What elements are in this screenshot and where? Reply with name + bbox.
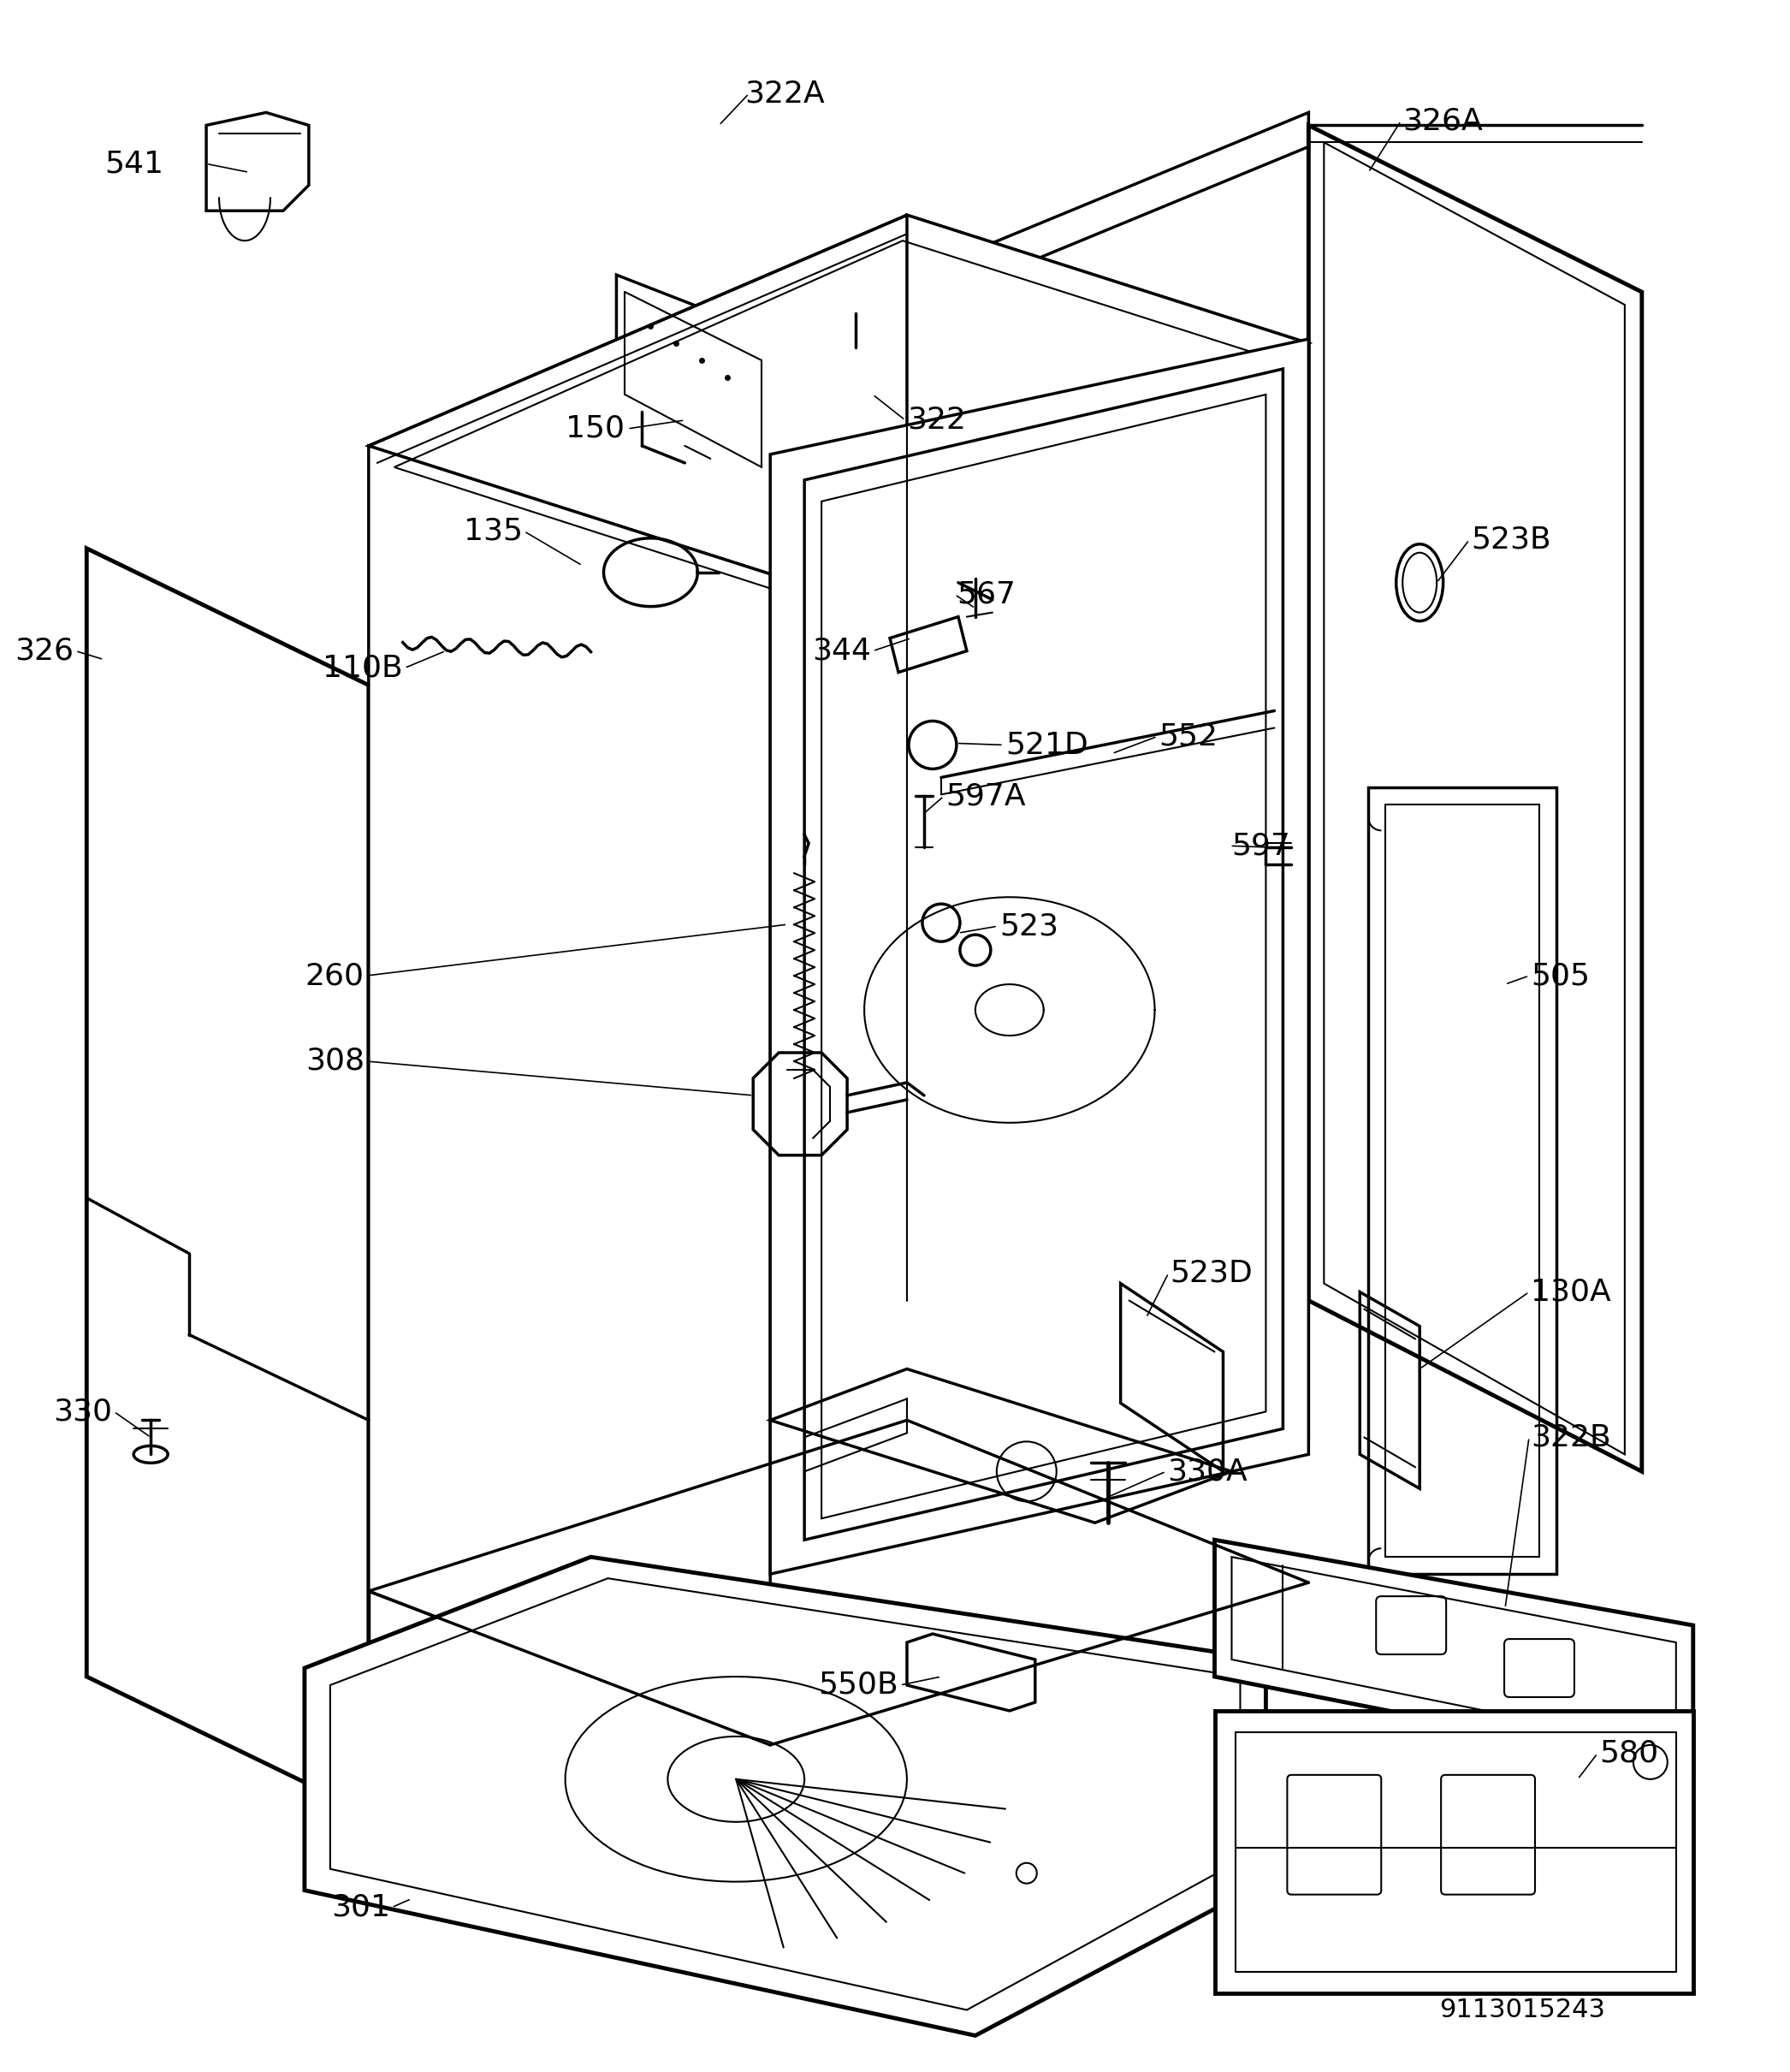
Text: 330: 330 — [54, 1397, 113, 1426]
Text: 580: 580 — [1598, 1738, 1658, 1767]
Polygon shape — [369, 445, 770, 1745]
Polygon shape — [1215, 1711, 1693, 1993]
Text: 322: 322 — [908, 406, 967, 435]
Text: 9113015243: 9113015243 — [1439, 1997, 1606, 2022]
Text: 541: 541 — [104, 149, 163, 178]
Text: 521D: 521D — [1006, 731, 1088, 760]
Text: 550B: 550B — [818, 1670, 899, 1699]
Text: 505: 505 — [1530, 961, 1590, 990]
Polygon shape — [304, 1556, 1266, 2035]
Polygon shape — [369, 215, 1308, 574]
Text: 150: 150 — [566, 414, 625, 443]
Text: 597: 597 — [1232, 831, 1291, 860]
Polygon shape — [908, 215, 1308, 1438]
Text: 326A: 326A — [1403, 106, 1482, 135]
Text: 330A: 330A — [1167, 1457, 1248, 1486]
Text: 130A: 130A — [1530, 1278, 1611, 1307]
Text: 523B: 523B — [1471, 526, 1552, 555]
Polygon shape — [1215, 1539, 1693, 1772]
Text: 260: 260 — [306, 961, 365, 990]
Text: 322A: 322A — [745, 79, 825, 108]
Text: 308: 308 — [306, 1046, 365, 1075]
Text: 523: 523 — [999, 912, 1058, 941]
Text: 344: 344 — [813, 636, 872, 665]
Polygon shape — [86, 549, 369, 1813]
Text: 135: 135 — [464, 516, 523, 545]
Text: 552: 552 — [1160, 721, 1217, 750]
Text: 301: 301 — [331, 1894, 390, 1923]
Text: 523D: 523D — [1171, 1258, 1253, 1287]
Text: 567: 567 — [956, 580, 1015, 609]
Polygon shape — [770, 340, 1308, 1575]
Text: 326: 326 — [14, 636, 73, 665]
Text: 110B: 110B — [322, 653, 403, 682]
Text: 322B: 322B — [1530, 1423, 1611, 1452]
Text: 597A: 597A — [945, 781, 1026, 810]
